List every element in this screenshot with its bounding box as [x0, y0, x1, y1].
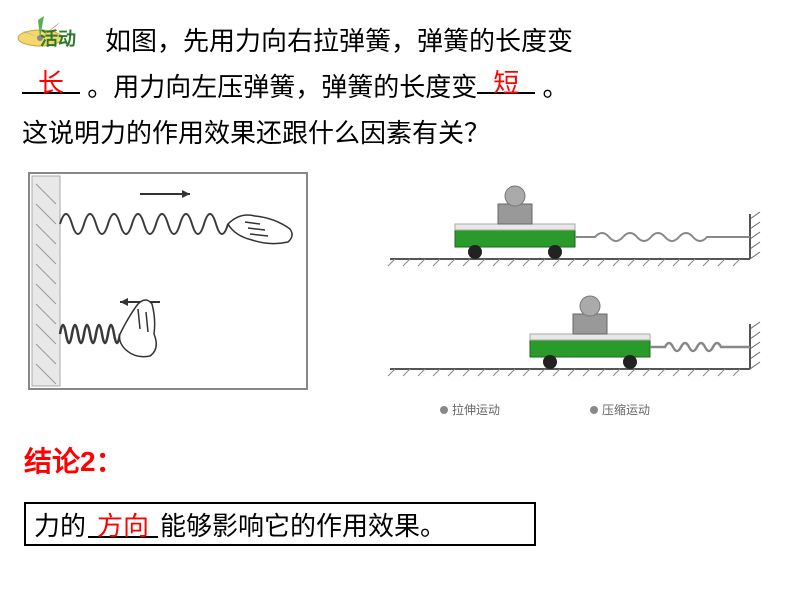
conclusion-box: 力的 方向 能够影响它的作用效果。 [24, 502, 536, 546]
diagram-legend: 拉伸运动 压缩运动 [440, 401, 650, 418]
text-segment: 如图，先用力向右拉弹簧，弹簧的长度变 [105, 26, 573, 56]
legend-compress: 压缩运动 [590, 401, 650, 418]
spring-hand-diagram [28, 172, 308, 390]
text-segment: 。 [535, 72, 568, 102]
dot-icon [440, 406, 448, 414]
cart-spring-diagram: 拉伸运动 压缩运动 [380, 164, 770, 424]
conclusion-prefix: 力的 [34, 506, 86, 543]
conclusion-suffix: 能够影响它的作用效果。 [160, 506, 446, 543]
conclusion-blank: 方向 [88, 510, 158, 538]
blank-2-answer: 短 [493, 68, 519, 98]
activity-badge: 活动 [8, 10, 98, 55]
blank-1: 长 [22, 64, 80, 94]
question-line2: 长 。用力向左压弹簧，弹簧的长度变短 。 [22, 64, 774, 110]
text-segment: 这说明力的作用效果还跟什么因素有关？ [22, 118, 490, 148]
question-line1: 如图，先用力向右拉弹簧，弹簧的长度变 [105, 18, 774, 64]
legend-stretch-label: 拉伸运动 [452, 401, 500, 418]
conclusion-label: 结论2： [24, 440, 124, 480]
badge-label: 活动 [40, 25, 76, 51]
legend-stretch: 拉伸运动 [440, 401, 500, 418]
legend-compress-label: 压缩运动 [602, 401, 650, 418]
text-segment: 。用力向左压弹簧，弹簧的长度变 [80, 72, 477, 102]
spring-hand-svg [30, 174, 306, 388]
conclusion-blank-answer: 方向 [97, 511, 149, 541]
blank-2: 短 [477, 64, 535, 94]
dot-icon [590, 406, 598, 414]
cart-spring-svg [380, 164, 770, 424]
question-line3: 这说明力的作用效果还跟什么因素有关？ [22, 110, 774, 156]
blank-1-answer: 长 [38, 68, 64, 98]
